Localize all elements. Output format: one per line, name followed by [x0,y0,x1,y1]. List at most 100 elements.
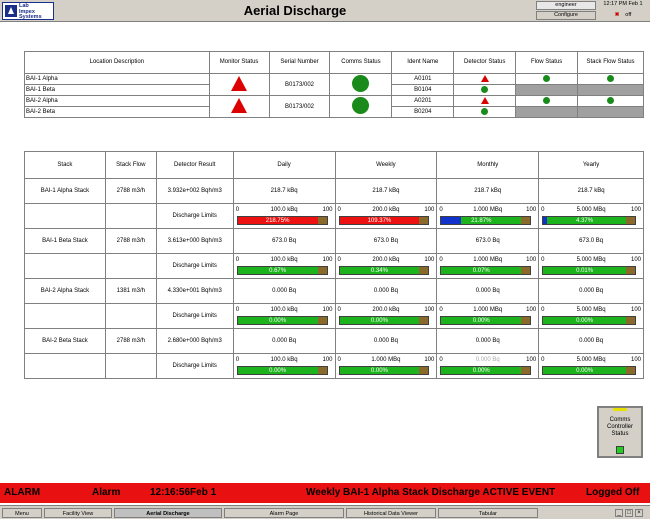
limit-min: 0 [337,207,341,213]
logoff-control[interactable]: ✖ off [598,11,648,20]
empty-cell [104,253,157,279]
table-row[interactable]: Discharge Limits 0 100.0 kBq 100 218.75% 0 200… [24,203,644,229]
stack-flow-status-cell [577,106,644,118]
weekly-value-cell: 673.0 Bq [334,228,438,254]
table-row[interactable]: Discharge Limits 0 100.0 kBq 100 0.00% 0 1.000… [24,353,644,379]
discharge-limit-cell: 0 100.0 kBq 100 0.67% [232,253,336,279]
table-row[interactable]: BAI-2 Beta Stack 2788 m3/h 2.680e+000 Bqh/… [24,328,644,354]
limit-max: 100 [424,257,435,263]
limit-max: 100 [424,357,435,363]
limit-max: 100 [526,307,537,313]
bar-end-cap [521,317,531,324]
bar-percent: 0.67% [269,268,287,274]
table-row[interactable]: BAI-1 Beta Stack 2788 m3/h 3.613e+000 Bqh/… [24,228,644,254]
nav-historical-data-viewer[interactable]: Historical Data Viewer [346,508,436,518]
limit-value: 100.0 kBq [270,257,298,263]
alarm-category: Alarm [92,487,121,498]
monitor-status-cell [208,95,270,118]
limit-min: 0 [337,357,341,363]
table-row[interactable]: BAI-2 Alpha Stack 1381 m3/h 4.330e+001 Bqh… [24,278,644,304]
alarm-type: ALARM [4,487,41,498]
nav-facility-view[interactable]: Facility View [44,508,112,518]
serial-number-cell: B0173/002 [268,73,331,96]
discharge-progress-bar: 0.07% [440,266,532,275]
configure-button[interactable]: Configure [536,11,596,20]
discharge-progress-bar: 21.87% [440,216,532,225]
comms-controller-status[interactable]: Comms Controller Status [597,406,643,458]
header-monitor-status: Monitor Status [208,51,270,74]
comms-indicator-top [613,408,627,411]
detector-result-cell: 3.613e+000 Bqh/m3 [155,228,234,254]
location-cell: BAI-1 Alpha [24,73,210,85]
logoff-label: off [625,12,632,18]
table-row[interactable]: Discharge Limits 0 100.0 kBq 100 0.67% 0 200.0… [24,253,644,279]
table-row[interactable]: BAI-1 Beta B0104 [24,84,644,96]
limit-min: 0 [337,257,341,263]
logo-mark-icon [5,5,17,17]
close-icon[interactable]: ✖ [614,12,620,18]
detector-result-cell: 4.330e+001 Bqh/m3 [155,278,234,304]
clock: 12:17 PM Feb 1 [603,1,643,7]
bar-end-cap [419,367,429,374]
bar-fill [543,217,548,224]
nav-alarm-page[interactable]: Alarm Page [224,508,344,518]
alarm-bar[interactable]: ALARM Alarm 12:16:56Feb 1 Weekly BAI-1 A… [0,483,650,503]
bar-end-cap [521,367,531,374]
nav-tabular[interactable]: Tabular [438,508,538,518]
ident-cell: A0201 [391,95,455,107]
bar-percent: 0.00% [269,318,287,324]
bar-end-cap [419,317,429,324]
table-row[interactable]: BAI-2 Beta B0204 [24,106,644,118]
location-cell: BAI-2 Beta [24,106,210,118]
bar-end-cap [626,367,635,374]
location-status-table: Location Description Monitor Status Seri… [24,51,644,118]
limit-max: 100 [424,207,435,213]
limit-min: 0 [439,307,443,313]
nav-menu[interactable]: Menu [2,508,42,518]
table-row[interactable]: Discharge Limits 0 100.0 kBq 100 0.00% 0 200.0… [24,303,644,329]
bar-percent: 218.75% [265,218,290,224]
limit-min: 0 [541,307,545,313]
flow-status-cell [515,95,579,107]
yearly-value-cell: 0.000 Bq [538,278,644,304]
bar-percent: 0.34% [370,268,388,274]
alarm-triangle-icon [231,76,248,91]
status-ok-icon [607,96,615,104]
status-ok-icon [352,97,370,114]
discharge-progress-bar: 109.37% [338,216,430,225]
discharge-limit-cell: 0 200.0 kBq 100 0.34% [334,253,438,279]
close-window-icon[interactable]: × [635,509,643,517]
table-row[interactable]: BAI-1 Alpha B0173/002 A0101 [24,73,644,96]
status-ok-icon [543,96,551,104]
daily-value-cell: 218.7 kBq [232,178,336,204]
stack-name-cell: BAI-1 Alpha Stack [24,178,106,204]
bar-end-cap [317,267,327,274]
empty-cell [24,303,106,329]
discharge-limit-cell: 0 1.000 MBq 100 0.07% [436,253,540,279]
stack-flow-cell: 2788 m3/h [104,178,157,204]
discharge-limit-cell: 0 100.0 kBq 100 0.00% [232,303,336,329]
alarm-message: Weekly BAI-1 Alpha Stack Discharge ACTIV… [306,487,556,498]
location-cell: BAI-1 Beta [24,84,210,96]
nav-aerial-discharge[interactable]: Aerial Discharge [114,508,222,518]
limit-max: 100 [322,207,333,213]
minimize-icon[interactable]: _ [615,509,623,517]
monthly-value-cell: 673.0 Bq [436,228,540,254]
stack-flow-cell: 2788 m3/h [104,228,157,254]
yearly-value-cell: 673.0 Bq [538,228,644,254]
discharge-limit-cell: 0 200.0 kBq 100 0.00% [334,303,438,329]
limit-max: 100 [630,257,641,263]
detector-result-cell: 3.932e+002 Bqh/m3 [155,178,234,204]
bar-end-cap [626,217,635,224]
daily-value-cell: 673.0 Bq [232,228,336,254]
status-ok-icon [607,74,615,82]
header-serial-number: Serial Number [268,51,331,74]
status-ok-icon [481,85,489,93]
header-detector-result: Detector Result [155,151,234,179]
table-row[interactable]: BAI-1 Alpha Stack 2788 m3/h 3.932e+002 Bqh… [24,178,644,204]
maximize-icon[interactable]: □ [625,509,633,517]
limit-value: 200.0 kBq [372,207,400,213]
discharge-progress-bar: 218.75% [236,216,328,225]
table-row[interactable]: BAI-2 Alpha B0173/002 A0201 [24,95,644,118]
limit-min: 0 [439,357,443,363]
